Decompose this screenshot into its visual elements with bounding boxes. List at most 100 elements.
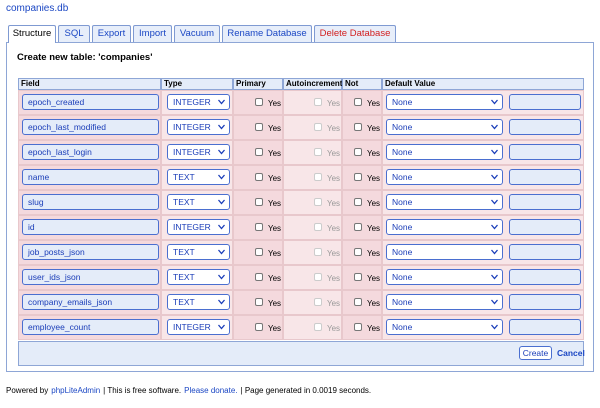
default-value-input[interactable] xyxy=(509,119,581,135)
tab[interactable]: Export xyxy=(92,25,131,42)
default-value-input[interactable] xyxy=(509,169,581,185)
create-button[interactable]: Create xyxy=(519,346,552,360)
type-select[interactable]: TEXT xyxy=(167,294,230,310)
chevron xyxy=(218,174,225,180)
footer-text[interactable]: phpLiteAdmin xyxy=(51,386,101,395)
primary-key-checkbox[interactable] xyxy=(255,273,263,281)
default-value-input[interactable] xyxy=(509,94,581,110)
primary-key-checkbox[interactable] xyxy=(255,323,263,331)
default-select[interactable]: None xyxy=(386,94,503,110)
default-select[interactable]: None xyxy=(386,194,503,210)
not-null-checkbox[interactable] xyxy=(354,273,362,281)
default-select[interactable]: None xyxy=(386,169,503,185)
not-null-label: Yes xyxy=(367,249,381,258)
primary-key-label: Yes xyxy=(268,199,282,208)
cancel-link[interactable]: Cancel xyxy=(557,348,585,358)
table-cell xyxy=(342,240,382,265)
column-header: Autoincrement xyxy=(283,78,342,90)
field-name-input[interactable]: slug xyxy=(22,194,159,210)
field-name-input[interactable]: name xyxy=(22,169,159,185)
default-value-input[interactable] xyxy=(509,294,581,310)
table-cell xyxy=(342,265,382,290)
chevron xyxy=(218,249,225,255)
field-name-input[interactable]: epoch_last_login xyxy=(22,144,159,160)
db-name-link[interactable]: companies.db xyxy=(6,3,69,14)
type-select[interactable]: INTEGER xyxy=(167,119,230,135)
default-select[interactable]: None xyxy=(386,119,503,135)
autoincrement-checkbox xyxy=(314,98,322,106)
chevron xyxy=(491,299,498,305)
field-name-input[interactable]: epoch_created xyxy=(22,94,159,110)
default-select[interactable]: None xyxy=(386,294,503,310)
type-select[interactable]: INTEGER xyxy=(167,219,230,235)
autoincrement-label: Yes xyxy=(327,274,341,283)
table-cell xyxy=(342,90,382,115)
type-select[interactable]: TEXT xyxy=(167,169,230,185)
not-null-label: Yes xyxy=(367,124,381,133)
primary-key-checkbox[interactable] xyxy=(255,198,263,206)
primary-key-checkbox[interactable] xyxy=(255,123,263,131)
primary-key-checkbox[interactable] xyxy=(255,298,263,306)
table-cell xyxy=(342,315,382,340)
tab[interactable]: Delete Database xyxy=(314,25,396,42)
default-value-input[interactable] xyxy=(509,319,581,335)
primary-key-checkbox[interactable] xyxy=(255,223,263,231)
default-value-input[interactable] xyxy=(509,144,581,160)
autoincrement-checkbox xyxy=(314,323,322,331)
field-name-input[interactable]: id xyxy=(22,219,159,235)
tab[interactable]: Structure xyxy=(8,25,56,43)
primary-key-label: Yes xyxy=(268,299,282,308)
not-null-checkbox[interactable] xyxy=(354,148,362,156)
not-null-checkbox[interactable] xyxy=(354,98,362,106)
not-null-label: Yes xyxy=(367,199,381,208)
footer-text: | Page generated in 0.0019 seconds. xyxy=(240,386,372,395)
chevron xyxy=(218,274,225,280)
tab[interactable]: Import xyxy=(133,25,172,42)
not-null-label: Yes xyxy=(367,299,381,308)
field-name-input[interactable]: epoch_last_modified xyxy=(22,119,159,135)
primary-key-checkbox[interactable] xyxy=(255,173,263,181)
type-select[interactable]: TEXT xyxy=(167,269,230,285)
primary-key-checkbox[interactable] xyxy=(255,98,263,106)
default-value-input[interactable] xyxy=(509,244,581,260)
default-select[interactable]: None xyxy=(386,244,503,260)
not-null-checkbox[interactable] xyxy=(354,123,362,131)
primary-key-checkbox[interactable] xyxy=(255,248,263,256)
type-select[interactable]: TEXT xyxy=(167,194,230,210)
not-null-checkbox[interactable] xyxy=(354,223,362,231)
default-select[interactable]: None xyxy=(386,319,503,335)
table-cell xyxy=(342,215,382,240)
not-null-label: Yes xyxy=(367,174,381,183)
tab[interactable]: SQL xyxy=(58,25,90,42)
autoincrement-label: Yes xyxy=(327,174,341,183)
tab[interactable]: Rename Database xyxy=(222,25,312,42)
default-value-input[interactable] xyxy=(509,219,581,235)
primary-key-checkbox[interactable] xyxy=(255,148,263,156)
field-name-input[interactable]: company_emails_json xyxy=(22,294,159,310)
default-value-input[interactable] xyxy=(509,269,581,285)
default-select[interactable]: None xyxy=(386,219,503,235)
default-value-input[interactable] xyxy=(509,194,581,210)
not-null-checkbox[interactable] xyxy=(354,173,362,181)
column-header: Type xyxy=(161,78,233,90)
not-null-checkbox[interactable] xyxy=(354,248,362,256)
not-null-checkbox[interactable] xyxy=(354,198,362,206)
not-null-checkbox[interactable] xyxy=(354,323,362,331)
not-null-checkbox[interactable] xyxy=(354,298,362,306)
type-select[interactable]: INTEGER xyxy=(167,94,230,110)
type-select[interactable]: TEXT xyxy=(167,244,230,260)
field-name-input[interactable]: job_posts_json xyxy=(22,244,159,260)
default-select[interactable]: None xyxy=(386,269,503,285)
tab[interactable]: Vacuum xyxy=(174,25,220,42)
field-name-input[interactable]: user_ids_json xyxy=(22,269,159,285)
default-select[interactable]: None xyxy=(386,144,503,160)
field-name-input[interactable]: employee_count xyxy=(22,319,159,335)
footer-text: | This is free software. xyxy=(103,386,182,395)
type-select[interactable]: INTEGER xyxy=(167,144,230,160)
form-title: Create new table: 'companies' xyxy=(17,52,153,63)
footer-text[interactable]: Please donate. xyxy=(184,386,238,395)
table-cell xyxy=(283,265,342,290)
type-select[interactable]: INTEGER xyxy=(167,319,230,335)
table-cell xyxy=(283,115,342,140)
autoincrement-checkbox xyxy=(314,148,322,156)
